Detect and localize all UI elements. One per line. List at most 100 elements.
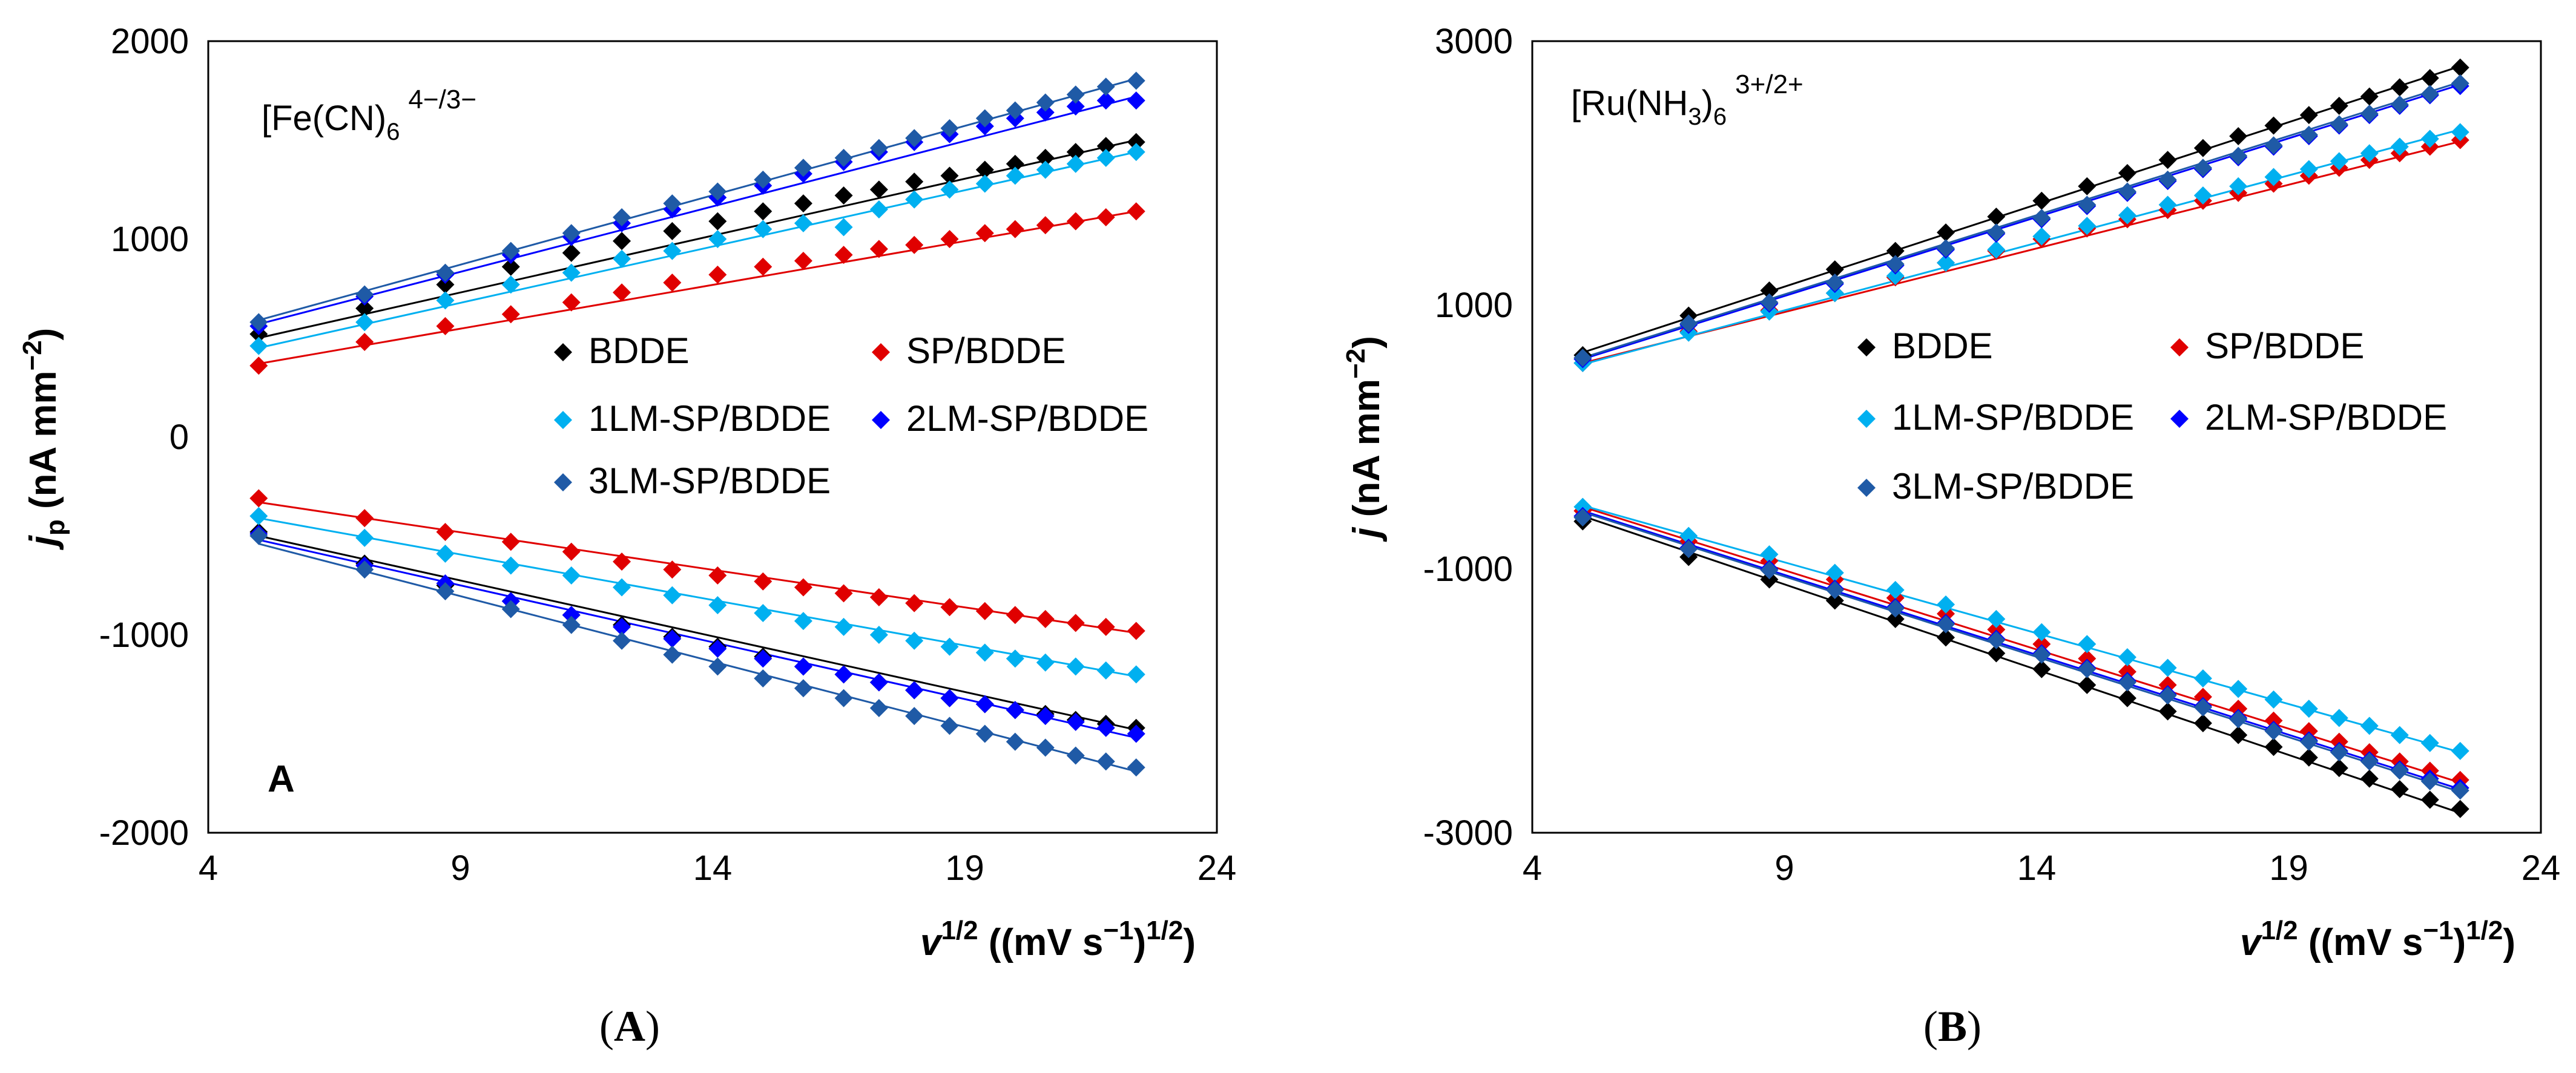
- panel-b-plot-frame: [1531, 40, 2542, 834]
- data-point: [2330, 743, 2348, 762]
- data-point: [975, 160, 994, 179]
- data-point: [1937, 605, 1955, 623]
- data-point: [2158, 195, 2177, 214]
- data-point: [708, 265, 727, 284]
- legend-marker: [2170, 338, 2189, 356]
- data-point: [2032, 191, 2051, 210]
- data-point: [1127, 665, 1145, 684]
- data-point: [794, 159, 812, 177]
- data-point: [975, 174, 994, 193]
- y-tick-label: -2000: [99, 813, 189, 853]
- data-point: [355, 528, 374, 547]
- legend-label: BDDE: [1892, 326, 1993, 366]
- data-point: [2330, 115, 2348, 134]
- data-point: [940, 119, 959, 137]
- data-point: [905, 681, 924, 700]
- data-point: [501, 305, 520, 324]
- data-point: [834, 218, 853, 237]
- data-point: [249, 313, 268, 332]
- data-point: [1066, 614, 1085, 632]
- data-point: [1937, 239, 1955, 258]
- data-point: [834, 617, 853, 636]
- data-point: [794, 679, 812, 698]
- data-point: [663, 221, 682, 240]
- legend-label: 3LM-SP/BDDE: [588, 461, 831, 501]
- data-point: [1036, 160, 1055, 179]
- data-point: [708, 230, 727, 248]
- data-point: [2118, 164, 2136, 182]
- fit-line-bdde-cathodic: [1582, 515, 2461, 814]
- data-point: [1066, 154, 1085, 173]
- panel-a-x-tick-labels: 4 9 14 19 24: [199, 848, 1236, 888]
- data-point: [2390, 780, 2409, 799]
- x-tick-label: 24: [1197, 848, 1237, 888]
- data-point: [869, 139, 888, 157]
- legend-label: SP/BDDE: [2205, 326, 2364, 366]
- data-point: [708, 596, 727, 614]
- data-point: [501, 241, 520, 260]
- panel-a-annotation: [Fe(CN)64−/3−: [262, 85, 476, 145]
- data-point: [2420, 85, 2439, 103]
- data-point: [754, 202, 772, 221]
- data-point: [940, 230, 959, 248]
- data-point: [1127, 143, 1145, 162]
- data-point: [1886, 255, 1905, 274]
- data-point: [2193, 714, 2212, 733]
- data-point: [869, 180, 888, 199]
- data-point: [1006, 701, 1024, 720]
- data-point: [663, 629, 682, 648]
- data-point: [975, 643, 994, 662]
- data-point: [1760, 545, 1779, 564]
- data-point: [2390, 78, 2409, 97]
- y-tick-label: 2000: [111, 22, 189, 61]
- data-point: [2451, 799, 2469, 818]
- data-point: [1036, 148, 1055, 167]
- data-point: [436, 522, 455, 541]
- data-point: [1760, 293, 1779, 312]
- legend-marker: [1857, 338, 1876, 356]
- data-point: [1006, 220, 1024, 238]
- data-point: [1987, 631, 2006, 649]
- data-point: [1096, 91, 1115, 110]
- data-point: [2360, 87, 2379, 106]
- data-point: [1036, 653, 1055, 672]
- data-point: [1573, 508, 1592, 527]
- data-point: [2264, 690, 2283, 709]
- data-point: [2264, 116, 2283, 135]
- data-point: [1987, 609, 2006, 628]
- data-point: [2390, 95, 2409, 114]
- data-point: [975, 602, 994, 620]
- data-point: [2158, 170, 2177, 189]
- fit-line-2lm-sp-bdde-cathodic: [1582, 510, 2461, 790]
- data-point: [794, 251, 812, 270]
- data-point: [613, 553, 631, 571]
- data-point: [940, 717, 959, 735]
- data-point: [869, 588, 888, 606]
- data-point: [794, 578, 812, 597]
- x-tick-label: 14: [693, 848, 733, 888]
- data-point: [2158, 702, 2177, 721]
- data-point: [975, 695, 994, 714]
- data-point: [2118, 689, 2136, 707]
- data-point: [1679, 540, 1698, 559]
- data-point: [905, 707, 924, 726]
- data-point: [1679, 314, 1698, 333]
- legend-label: 1LM-SP/BDDE: [1892, 397, 2134, 438]
- data-point: [869, 626, 888, 644]
- panel-a: -2000 -1000 0 1000 2000 4 9 14 19 24 BDDE SP/BDDE…: [18, 22, 1236, 1051]
- data-point: [940, 598, 959, 617]
- data-point: [2420, 772, 2439, 790]
- data-point: [1066, 143, 1085, 162]
- data-point: [355, 333, 374, 352]
- data-point: [2360, 144, 2379, 163]
- data-point: [1825, 563, 1844, 582]
- data-point: [2193, 669, 2212, 687]
- data-point: [2330, 709, 2348, 727]
- data-point: [2158, 658, 2177, 677]
- fit-line-3lm-sp-bdde-anodic: [258, 77, 1137, 321]
- panel-b-annotation: [Ru(NH3)63+/2+: [1571, 70, 1804, 130]
- panel-b-y-tick-labels: -3000 -1000 1000 3000: [1423, 22, 1513, 853]
- y-tick-label: -1000: [1423, 550, 1513, 589]
- data-point: [613, 617, 631, 636]
- data-point: [355, 285, 374, 304]
